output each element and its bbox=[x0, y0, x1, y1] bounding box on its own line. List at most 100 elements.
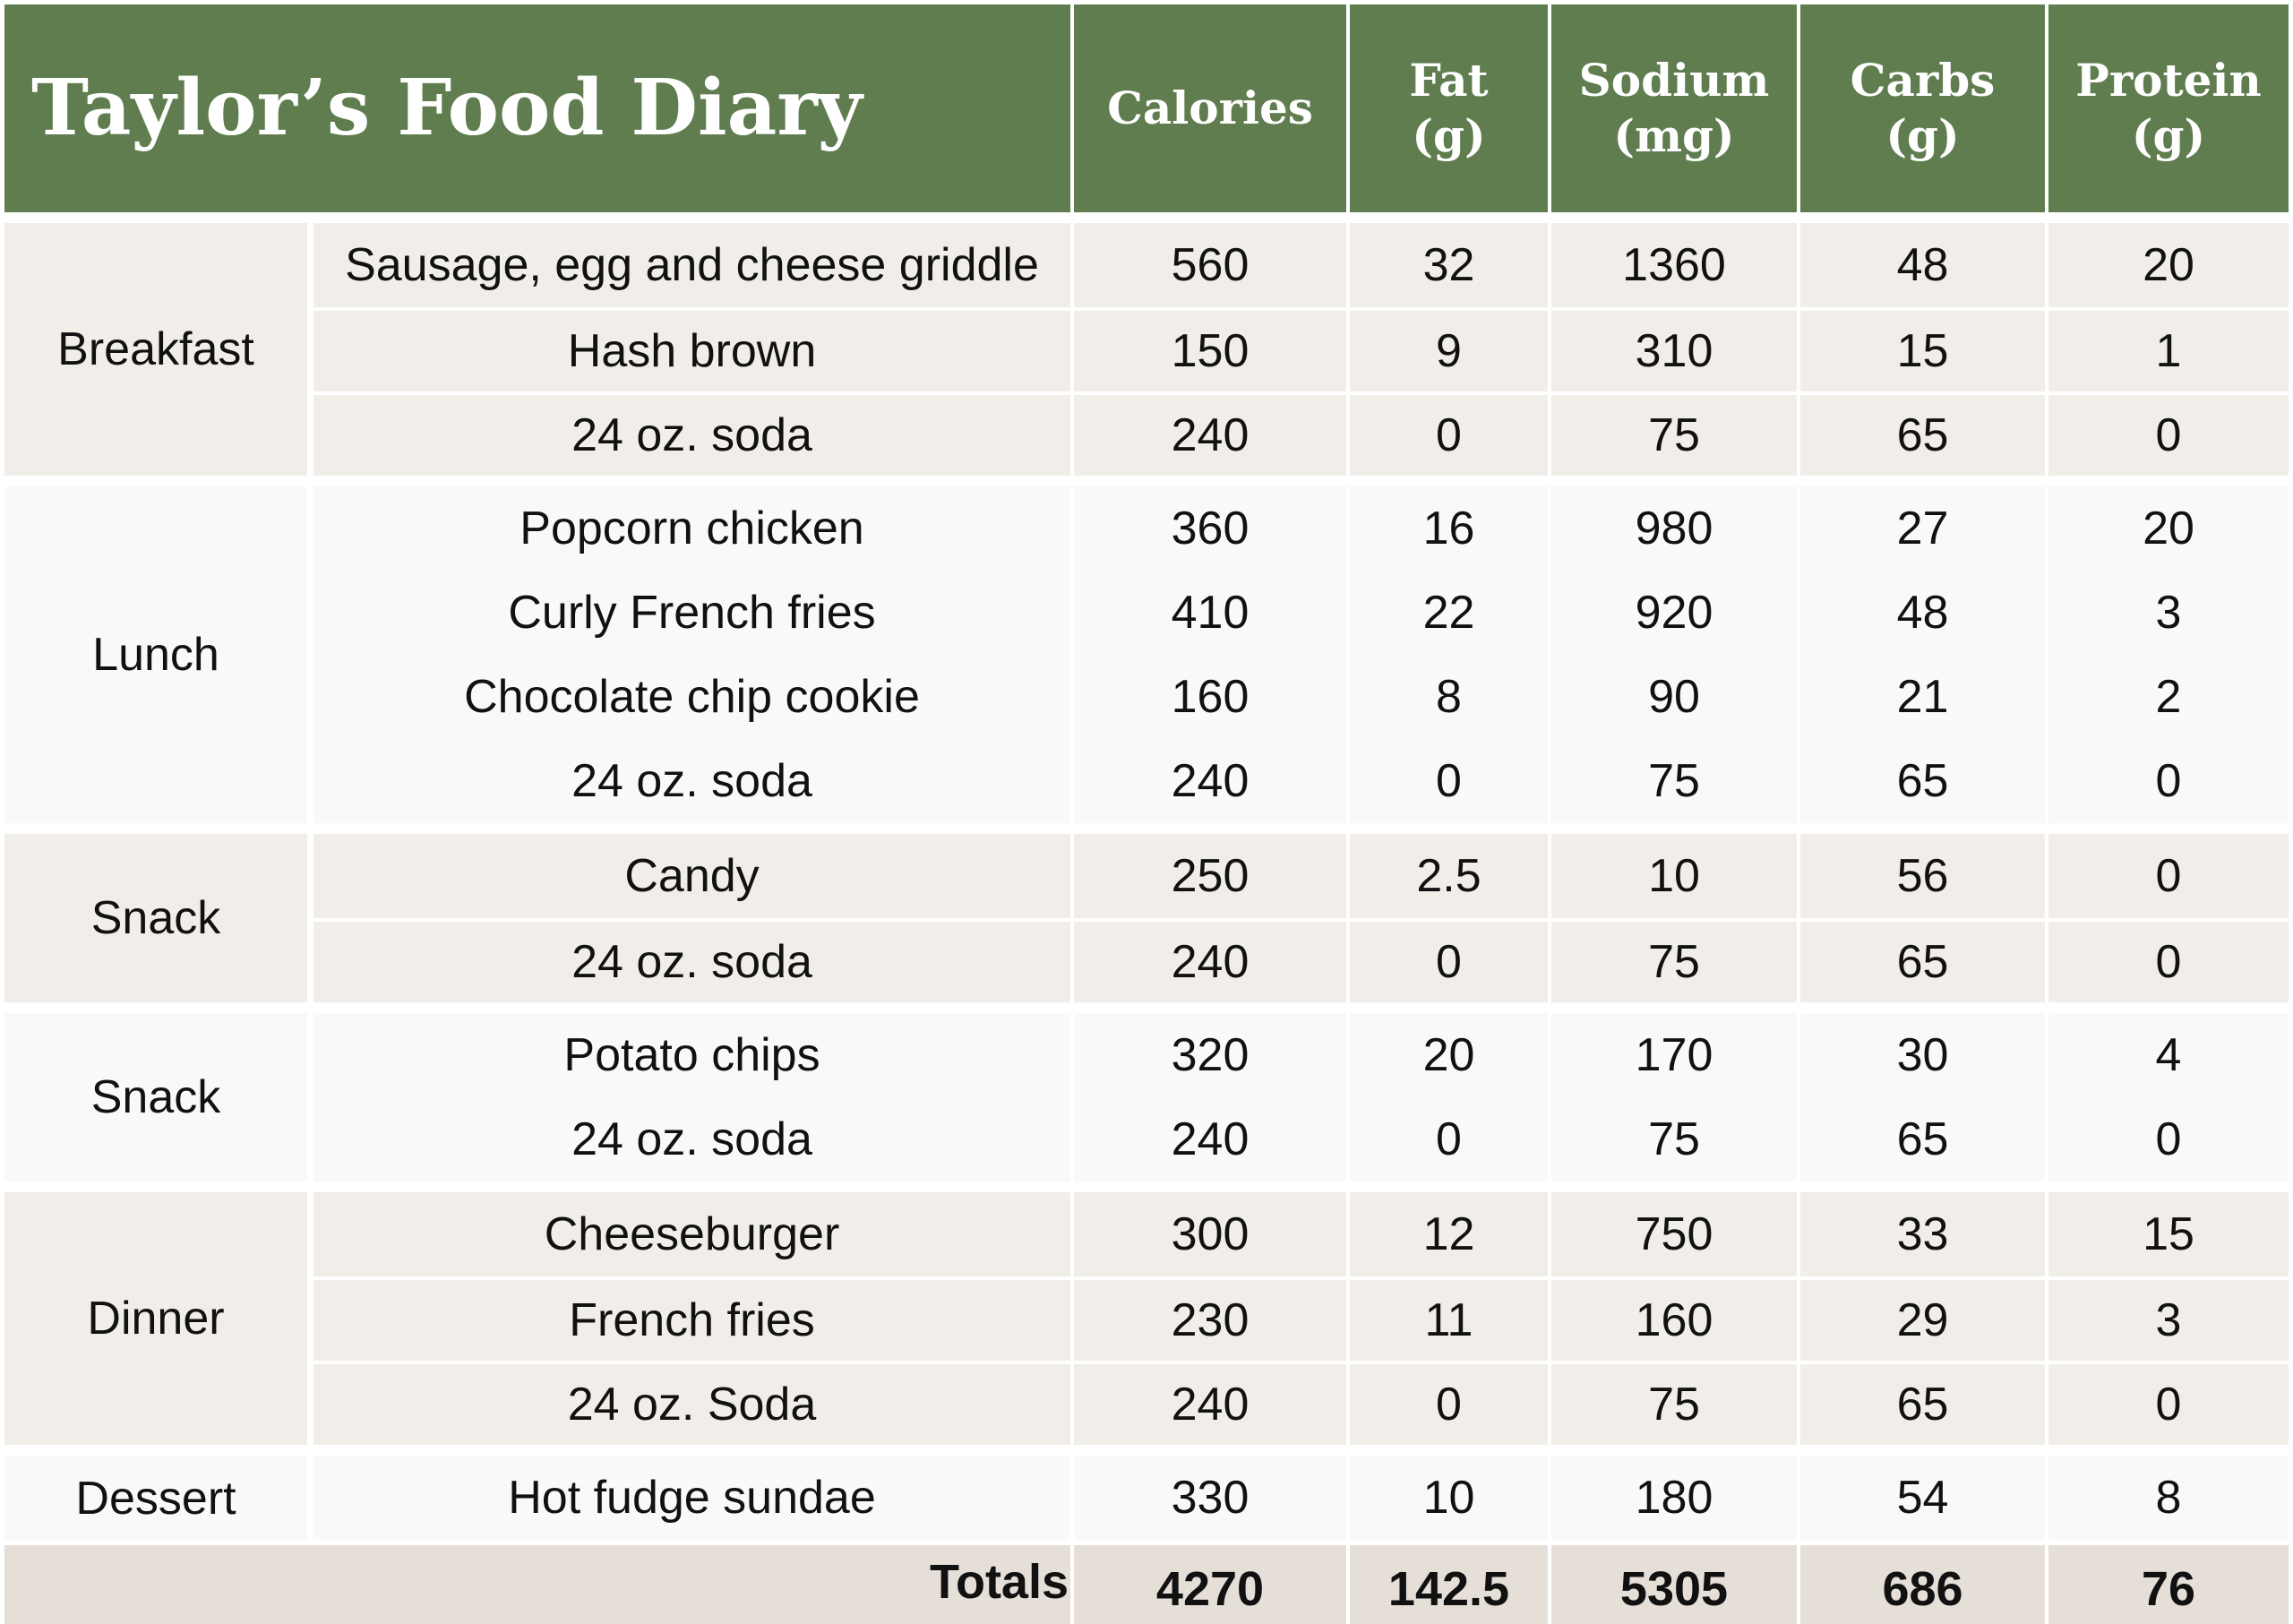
total-carbs: 686 bbox=[1797, 1540, 2045, 1624]
table-row: Breakfast Sausage, egg and cheese griddle… bbox=[4, 212, 2289, 476]
sodium-value: 750 bbox=[1548, 1181, 1797, 1276]
totals-label: Totals bbox=[4, 1540, 1070, 1624]
fat-value: 10 bbox=[1346, 1445, 1548, 1540]
sodium-value: 75 bbox=[1548, 918, 1797, 1002]
total-protein: 76 bbox=[2045, 1540, 2289, 1624]
carbs-value: 33 bbox=[1797, 1181, 2045, 1276]
sodium-value: 75 bbox=[1548, 739, 1797, 823]
carbs-value: 30 bbox=[1797, 1002, 2045, 1097]
header-calories-label: Calories bbox=[1107, 82, 1313, 134]
sodium-value: 75 bbox=[1548, 391, 1797, 476]
sodium-value: 170 bbox=[1548, 1002, 1797, 1097]
meal-label: Lunch bbox=[4, 476, 313, 823]
protein-value: 0 bbox=[2045, 918, 2289, 1002]
protein-value: 0 bbox=[2045, 1097, 2289, 1181]
sodium-value: 90 bbox=[1548, 655, 1797, 739]
sodium-value: 920 bbox=[1548, 571, 1797, 655]
carbs-value: 48 bbox=[1797, 571, 2045, 655]
carbs-value: 54 bbox=[1797, 1445, 2045, 1540]
carbs-value: 65 bbox=[1797, 739, 2045, 823]
sodium-value: 160 bbox=[1548, 1276, 1797, 1361]
header-carbs: Carbs (g) bbox=[1797, 4, 2045, 212]
food-item: Potato chips bbox=[313, 1002, 1070, 1097]
food-item: Cheeseburger bbox=[313, 1181, 1070, 1276]
food-item: Popcorn chicken bbox=[313, 476, 1070, 571]
carbs-value: 65 bbox=[1797, 1097, 2045, 1181]
protein-value: 0 bbox=[2045, 823, 2289, 918]
calories-value: 240 bbox=[1070, 391, 1346, 476]
table-row: Chocolate chip cookie 160 8 90 21 2 bbox=[4, 655, 2289, 739]
calories-value: 320 bbox=[1070, 1002, 1346, 1097]
table-row: Lunch Popcorn chicken 360 16 980 27 20 bbox=[4, 476, 2289, 823]
food-item: Curly French fries bbox=[313, 571, 1070, 655]
header-sodium-unit: (mg) bbox=[1613, 109, 1735, 162]
diary-title: Taylor’s Food Diary bbox=[4, 4, 1070, 212]
carbs-value: 29 bbox=[1797, 1276, 2045, 1361]
carbs-value: 65 bbox=[1797, 1361, 2045, 1445]
fat-value: 8 bbox=[1346, 655, 1548, 739]
header-fat-label: Fat bbox=[1409, 54, 1489, 107]
protein-value: 20 bbox=[2045, 476, 2289, 571]
header-protein: Protein (g) bbox=[2045, 4, 2289, 212]
fat-value: 0 bbox=[1346, 918, 1548, 1002]
calories-value: 300 bbox=[1070, 1181, 1346, 1276]
sodium-value: 180 bbox=[1548, 1445, 1797, 1540]
protein-value: 0 bbox=[2045, 739, 2289, 823]
calories-value: 330 bbox=[1070, 1445, 1346, 1540]
header-protein-label: Protein bbox=[2075, 54, 2262, 107]
calories-value: 160 bbox=[1070, 655, 1346, 739]
carbs-value: 56 bbox=[1797, 823, 2045, 918]
carbs-value: 65 bbox=[1797, 918, 2045, 1002]
food-item: Candy bbox=[313, 823, 1070, 918]
header-calories: Calories bbox=[1070, 4, 1346, 212]
meal-group: Breakfast Sausage, egg and cheese griddle… bbox=[4, 212, 2289, 476]
header-sodium: Sodium (mg) bbox=[1548, 4, 1797, 212]
fat-value: 12 bbox=[1346, 1181, 1548, 1276]
table-row: 24 oz. soda 240 0 75 65 0 bbox=[4, 739, 2289, 823]
fat-value: 0 bbox=[1346, 1097, 1548, 1181]
fat-value: 0 bbox=[1346, 391, 1548, 476]
protein-value: 3 bbox=[2045, 1276, 2289, 1361]
protein-value: 2 bbox=[2045, 655, 2289, 739]
calories-value: 240 bbox=[1070, 918, 1346, 1002]
fat-value: 9 bbox=[1346, 307, 1548, 391]
calories-value: 150 bbox=[1070, 307, 1346, 391]
meal-label: Dinner bbox=[4, 1181, 313, 1445]
header-carbs-unit: (g) bbox=[1885, 109, 1960, 162]
meal-label: Snack bbox=[4, 823, 313, 1002]
sodium-value: 310 bbox=[1548, 307, 1797, 391]
header-carbs-label: Carbs bbox=[1850, 54, 1996, 107]
food-item: Chocolate chip cookie bbox=[313, 655, 1070, 739]
food-item: Hot fudge sundae bbox=[313, 1445, 1070, 1540]
table-row: Snack Potato chips 320 20 170 30 4 bbox=[4, 1002, 2289, 1181]
table-row: Snack Candy 250 2.5 10 56 0 bbox=[4, 823, 2289, 1002]
meal-group: Lunch Popcorn chicken 360 16 980 27 20 Curly Fr… bbox=[4, 476, 2289, 823]
food-item: 24 oz. soda bbox=[313, 918, 1070, 1002]
fat-value: 16 bbox=[1346, 476, 1548, 571]
table-row: 24 oz. soda 240 0 75 65 0 bbox=[4, 918, 2289, 1002]
fat-value: 32 bbox=[1346, 212, 1548, 307]
meal-group: Dessert Hot fudge sundae 330 10 180 54 8 bbox=[4, 1445, 2289, 1540]
table-row: French fries 230 11 160 29 3 bbox=[4, 1276, 2289, 1361]
sodium-value: 980 bbox=[1548, 476, 1797, 571]
calories-value: 240 bbox=[1070, 1361, 1346, 1445]
calories-value: 240 bbox=[1070, 739, 1346, 823]
totals-row: Totals 4270 142.5 5305 686 76 bbox=[4, 1540, 2289, 1624]
total-fat: 142.5 bbox=[1346, 1540, 1548, 1624]
protein-value: 8 bbox=[2045, 1445, 2289, 1540]
carbs-value: 48 bbox=[1797, 212, 2045, 307]
calories-value: 360 bbox=[1070, 476, 1346, 571]
carbs-value: 15 bbox=[1797, 307, 2045, 391]
header-sodium-label: Sodium bbox=[1578, 54, 1770, 107]
header-protein-unit: (g) bbox=[2131, 109, 2206, 162]
header-row: Taylor’s Food Diary Calories Fat (g) Sod… bbox=[4, 4, 2289, 212]
food-item: French fries bbox=[313, 1276, 1070, 1361]
protein-value: 0 bbox=[2045, 391, 2289, 476]
food-item: 24 oz. soda bbox=[313, 1097, 1070, 1181]
food-item: Sausage, egg and cheese griddle bbox=[313, 212, 1070, 307]
table-row: Dessert Hot fudge sundae 330 10 180 54 8 bbox=[4, 1445, 2289, 1540]
table-row: Hash brown 150 9 310 15 1 bbox=[4, 307, 2289, 391]
table-row: Curly French fries 410 22 920 48 3 bbox=[4, 571, 2289, 655]
fat-value: 0 bbox=[1346, 739, 1548, 823]
meal-label: Snack bbox=[4, 1002, 313, 1181]
